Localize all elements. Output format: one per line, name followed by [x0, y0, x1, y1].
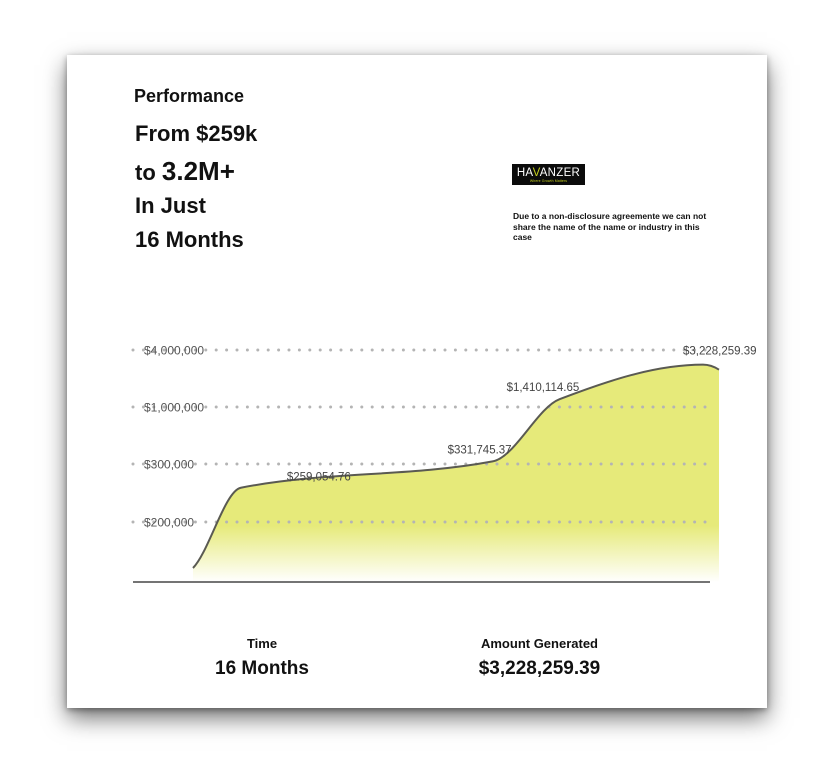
logo-wordmark: HAVANZER [516, 167, 581, 179]
time-label: Time [246, 636, 278, 651]
revenue-chart: $200,000 $300,000 $1,000,000 $4,000,000 $25… [131, 344, 757, 583]
y-tick-label: $4,000,000 [144, 344, 204, 358]
amount-label: Amount Generated [480, 636, 598, 651]
nda-disclaimer: Due to a non-disclosure agreemente we ca… [513, 211, 707, 242]
amount-value: $3,228,259.39 [478, 658, 601, 679]
data-label: $259,054.76 [287, 472, 351, 484]
data-label: $1,410,114.65 [507, 382, 580, 394]
y-tick-label: $300,000 [144, 458, 194, 472]
data-label: $331,745.37 [448, 444, 512, 456]
data-label: $3,228,259.39 [683, 346, 757, 358]
y-tick-labels: $200,000 $300,000 $1,000,000 $4,000,000 [144, 344, 204, 530]
company-logo: HAVANZER Where Growth Matters [512, 164, 585, 185]
headline-to-emphasis: 3.2M+ [161, 156, 235, 186]
leaf-icon: V [532, 167, 540, 179]
performance-card: Performance From $259k to 3.2M+ In Just … [67, 55, 767, 708]
headline-to-prefix: to [135, 160, 162, 185]
headline-to: to 3.2M+ [135, 156, 235, 187]
time-value: 16 Months [215, 658, 309, 679]
logo-tagline: Where Growth Matters [529, 179, 568, 183]
headline-in-just: In Just [135, 193, 206, 218]
headline-from: From $259k [135, 121, 258, 146]
y-tick-label: $200,000 [144, 516, 194, 530]
headline-duration: 16 Months [135, 227, 244, 252]
data-labels: $259,054.76 $331,745.37 $1,410,114.65 $3,22… [287, 346, 757, 484]
area-fill [193, 364, 719, 582]
series-line [192, 363, 720, 569]
section-label: Performance [134, 86, 245, 106]
y-tick-label: $1,000,000 [144, 401, 204, 415]
